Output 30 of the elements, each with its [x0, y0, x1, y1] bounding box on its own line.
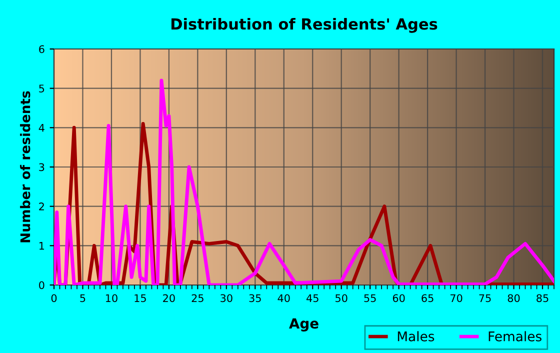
- x-tick-label: 35: [249, 294, 261, 302]
- x-tick-label: 75: [479, 294, 491, 302]
- x-tick-label: 70: [450, 294, 462, 302]
- x-tick-label: 50: [336, 294, 348, 302]
- y-tick-label: 4: [38, 124, 44, 132]
- legend-label: Females: [488, 331, 542, 342]
- x-tick-label: 30: [220, 294, 232, 302]
- x-tick-label: 60: [392, 294, 405, 302]
- x-axis-title: Age: [289, 318, 318, 332]
- x-tick-label: 5: [80, 294, 86, 302]
- y-tick-label: 3: [39, 163, 44, 172]
- chart-title: Distribution of Residents' Ages: [171, 18, 438, 33]
- y-tick-label: 5: [39, 84, 44, 92]
- y-tick-label: 1: [39, 242, 44, 250]
- x-tick-label: 45: [306, 294, 318, 302]
- x-tick-label: 40: [278, 294, 290, 302]
- y-tick-label: 6: [39, 45, 44, 54]
- x-tick-label: 85: [536, 294, 548, 302]
- y-axis-title: Number of residents: [20, 91, 30, 242]
- y-tick-label: 0: [39, 281, 44, 290]
- y-tick-label: 2: [39, 202, 44, 210]
- x-tick-label: 0: [51, 294, 57, 302]
- legend-label: Males: [398, 331, 434, 342]
- x-tick-label: 10: [106, 294, 118, 302]
- x-tick-label: 20: [163, 294, 175, 302]
- x-tick-label: 15: [134, 294, 146, 302]
- x-tick-label: 80: [508, 294, 520, 302]
- x-tick-label: 65: [422, 294, 434, 302]
- x-tick-label: 55: [364, 294, 376, 302]
- x-tick-label: 25: [192, 294, 204, 302]
